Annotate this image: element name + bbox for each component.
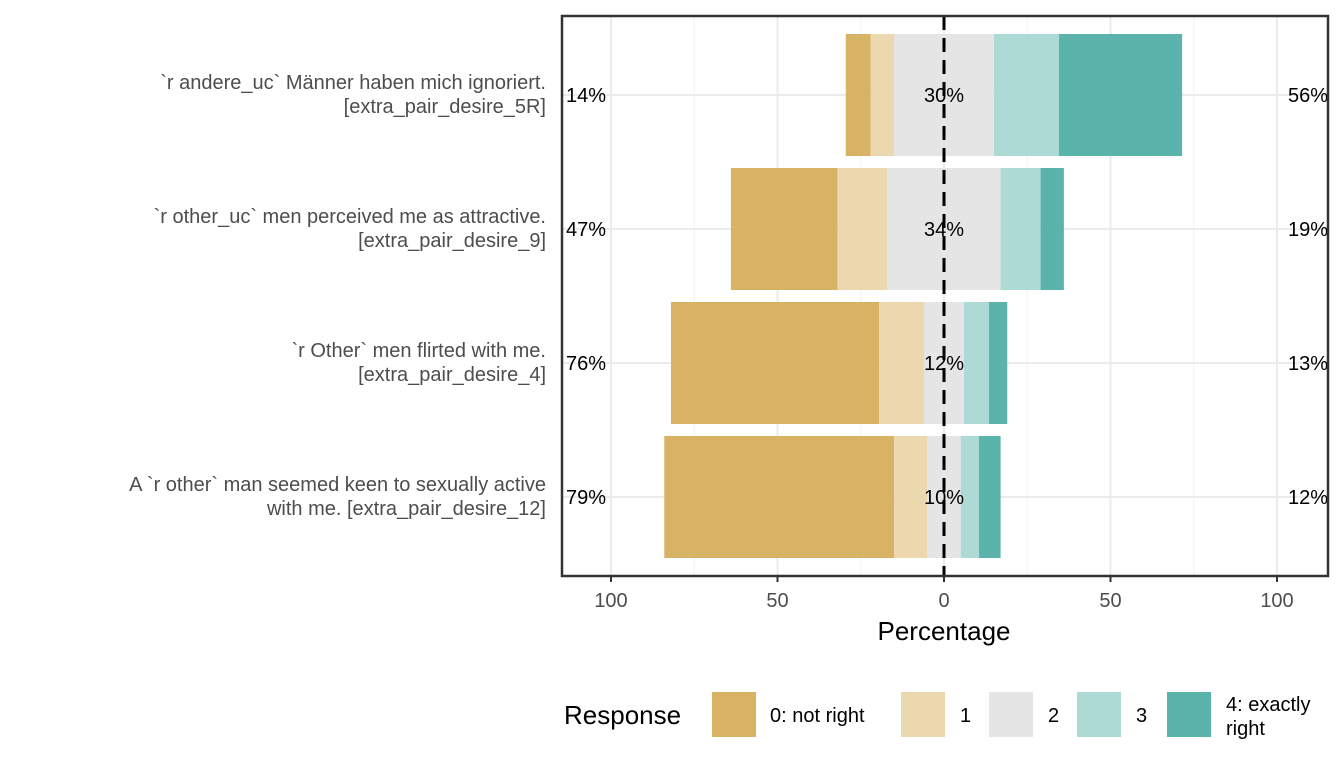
legend-key [1167,692,1211,737]
legend-label: 1 [960,705,971,727]
left-percent-label: 14% [566,85,606,107]
x-tick-label: 50 [766,590,788,612]
bar-segment [894,436,928,558]
left-percent-label: 47% [566,219,606,241]
bar-segment [837,168,888,290]
bar-segment [993,34,1059,156]
left-percent-label: 79% [566,487,606,509]
category-label: [extra_pair_desire_9] [358,230,546,252]
right-percent-label: 12% [1288,487,1328,509]
bar-segment [960,436,979,558]
bar-segment [670,302,880,424]
bar-segment [879,302,925,424]
bar-segment [988,302,1008,424]
bar-segment [845,34,871,156]
bar-segment [730,168,838,290]
legend-label: 4: exactly [1226,694,1310,716]
category-label: `r andere_uc` Männer haben mich ignorier… [160,72,546,94]
legend-label: 0: not right [770,705,865,727]
category-label: [extra_pair_desire_4] [358,364,546,386]
bar-segment [1000,168,1041,290]
legend-title: Response [564,700,681,730]
x-tick-label: 100 [1260,590,1293,612]
x-tick-label: 100 [594,590,627,612]
category-label: with me. [extra_pair_desire_12] [266,498,546,520]
x-axis-title: Percentage [878,616,1011,646]
left-percent-label: 76% [566,353,606,375]
legend-key [712,692,756,737]
percent-labels: 14% 30% 56% 47% 34% 19% 76% 12% 13% 79% 10% 12% [566,85,1328,509]
center-percent-label: 12% [924,353,964,375]
legend-label: 3 [1136,705,1147,727]
x-tick-label: 50 [1099,590,1121,612]
bar-segment [1058,34,1183,156]
category-label: A `r other` man seemed keen to sexually … [129,474,546,496]
bar-segment [978,436,1001,558]
category-label: `r other_uc` men perceived me as attract… [154,206,546,228]
center-percent-label: 10% [924,487,964,509]
center-percent-label: 30% [924,85,964,107]
bar-segment [664,436,895,558]
bar-segment [870,34,895,156]
center-percent-label: 34% [924,219,964,241]
right-percent-label: 19% [1288,219,1328,241]
legend-key [1077,692,1121,737]
legend-key [901,692,945,737]
bar-segment [963,302,989,424]
category-labels: `r andere_uc` Männer haben mich ignorier… [129,72,546,520]
x-axis-ticks: 100 50 0 50 100 [594,576,1294,612]
category-label: `r Other` men flirted with me. [291,340,546,362]
right-percent-label: 56% [1288,85,1328,107]
x-tick-label: 0 [938,590,949,612]
legend-label: right [1226,718,1265,740]
legend-key [989,692,1033,737]
right-percent-label: 13% [1288,353,1328,375]
bars [664,34,1183,558]
bar-segment [1040,168,1064,290]
legend-label: 2 [1048,705,1059,727]
category-label: [extra_pair_desire_5R] [344,96,546,118]
